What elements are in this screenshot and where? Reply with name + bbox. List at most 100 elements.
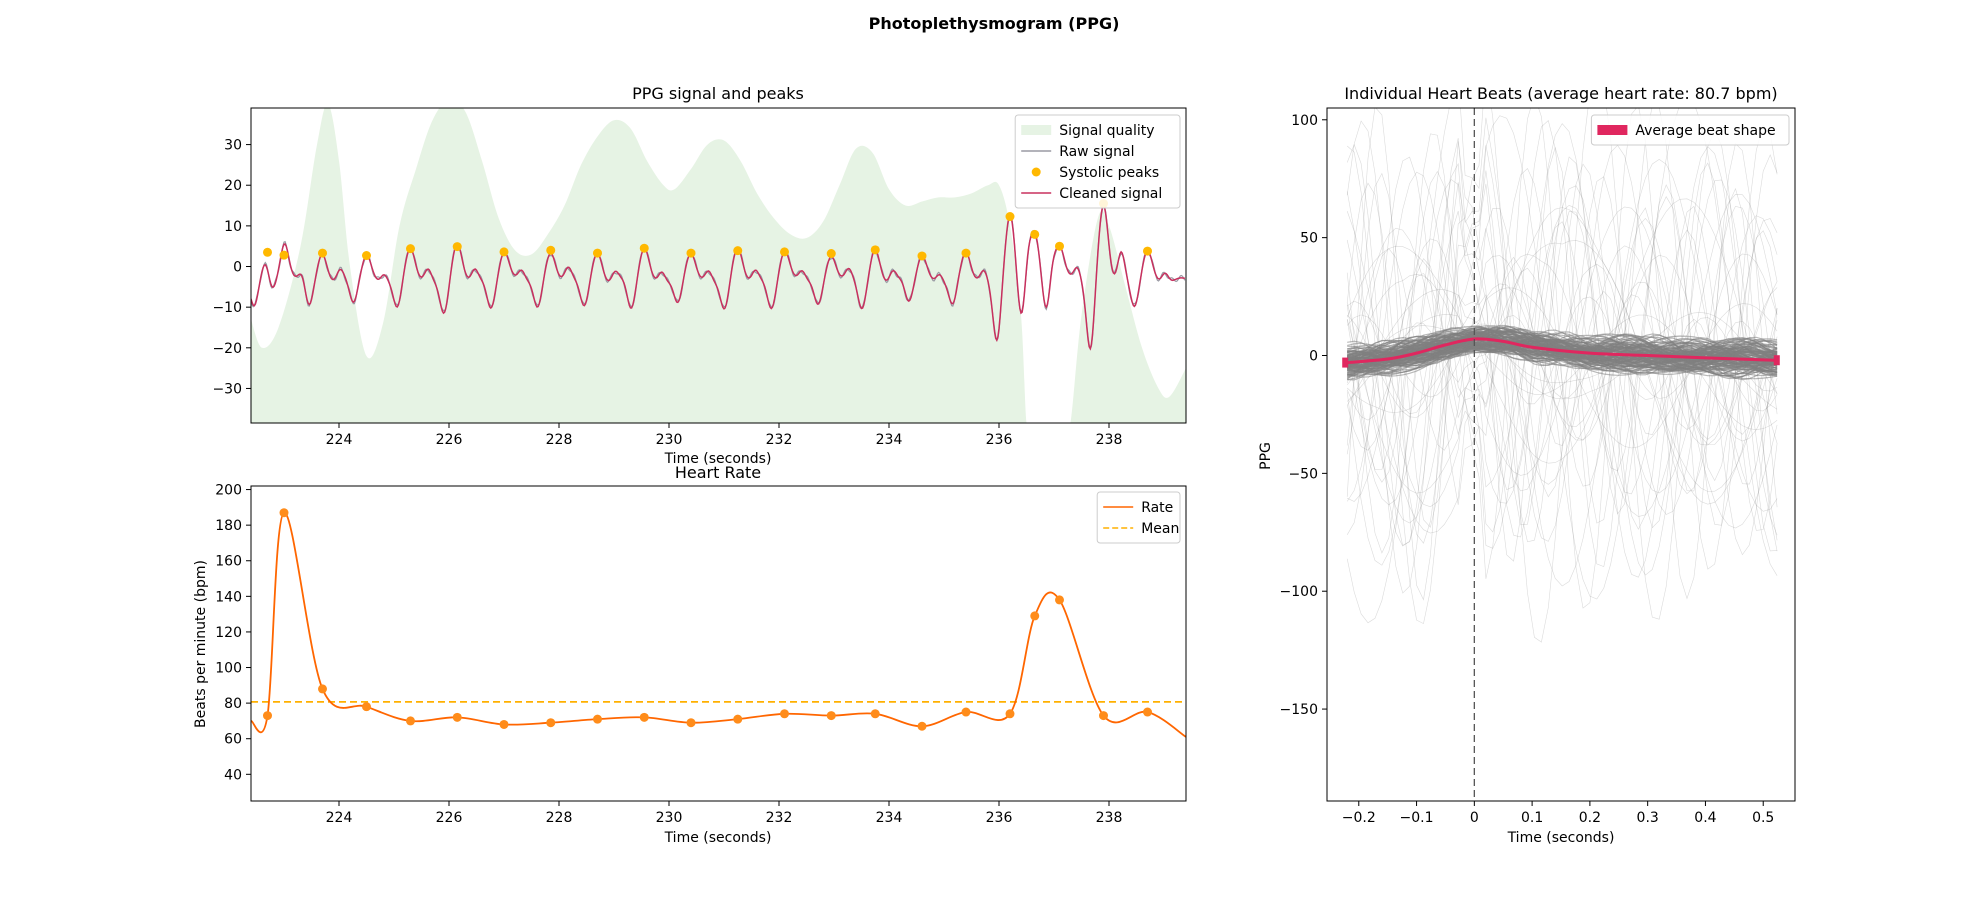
systolic-peak-point — [279, 250, 289, 260]
beats-x-tick-label: 0.2 — [1579, 810, 1601, 826]
legend-swatch-average-beat — [1597, 125, 1628, 135]
systolic-peak-point — [499, 247, 509, 257]
legend-box — [1590, 114, 1790, 146]
rate-x-tick-label: 236 — [986, 810, 1013, 826]
rate-y-tick-label: 80 — [224, 696, 242, 712]
legend-label-signal-quality: Signal quality — [1059, 123, 1154, 139]
individual-beat-line — [1346, 163, 1778, 544]
signal-axes: PPG signal and peaks 224 226 228 230 232 234 2… — [212, 84, 1187, 467]
rate-y-tick-label: 40 — [224, 767, 242, 783]
signal-x-tick-label: 236 — [986, 432, 1013, 448]
individual-beat-line — [1346, 267, 1778, 451]
signal-y-tick-label: −10 — [212, 300, 242, 316]
heart-rate-point — [1005, 709, 1015, 719]
beats-y-tick-label: 100 — [1291, 113, 1318, 129]
individual-beat-line — [1347, 336, 1778, 369]
signal-y-tick-label: −30 — [212, 381, 242, 397]
signal-x-tick-label: 230 — [656, 432, 683, 448]
individual-beat-line — [1346, 108, 1778, 643]
systolic-peak-point — [733, 246, 743, 256]
individual-beat-line — [1346, 123, 1778, 578]
rate-x-tick-label: 234 — [876, 810, 903, 826]
legend-box — [1096, 491, 1181, 544]
rate-y-tick-label: 200 — [215, 483, 242, 499]
legend-label-rate: Rate — [1141, 500, 1173, 516]
systolic-peak-point — [452, 242, 462, 252]
legend-box — [1014, 114, 1181, 209]
cleaned-signal-line — [251, 203, 1186, 351]
signal-y-tick-label: −20 — [212, 341, 242, 357]
signal-x-tick-label: 224 — [326, 432, 353, 448]
systolic-peak-point — [406, 244, 415, 254]
systolic-peak-point — [1005, 212, 1015, 222]
heart-rate-point — [870, 709, 880, 719]
legend-label-mean: Mean — [1141, 521, 1179, 537]
heart-rate-point — [639, 712, 649, 722]
heart-rate-point — [318, 684, 327, 694]
signal-x-axis-label: Time (seconds) — [664, 451, 772, 467]
signal-y-tick-label: 10 — [224, 219, 242, 235]
rate-axes-frame — [250, 485, 1187, 802]
heart-rate-line — [251, 511, 1186, 738]
heart-rate-point — [452, 712, 462, 722]
average-beat-end-cap — [1773, 355, 1780, 366]
beats-x-tick-label: −0.2 — [1342, 810, 1376, 826]
beats-axes-title: Individual Heart Beats (average heart ra… — [1344, 84, 1777, 103]
signal-x-tick-label: 234 — [876, 432, 903, 448]
rate-x-axis-label: Time (seconds) — [664, 830, 772, 846]
beats-y-tick-label: 0 — [1309, 349, 1318, 365]
rate-legend: Rate Mean — [1096, 491, 1181, 544]
signal-y-tick-label: 20 — [224, 178, 242, 194]
individual-beat-line — [1347, 335, 1778, 367]
beats-x-axis-label: Time (seconds) — [1507, 830, 1615, 846]
systolic-peak-point — [593, 248, 602, 258]
heart-rate-point — [826, 711, 836, 721]
signal-x-tick-label: 228 — [546, 432, 573, 448]
systolic-peak-point — [686, 248, 696, 258]
beats-y-tick-label: −50 — [1288, 466, 1318, 482]
heart-rate-point — [917, 721, 927, 731]
beats-y-tick-label: −150 — [1280, 702, 1318, 718]
individual-beat-line — [1346, 193, 1778, 517]
heart-rate-point — [1055, 595, 1064, 605]
individual-beat-line — [1347, 179, 1778, 576]
rate-y-tick-label: 100 — [215, 661, 242, 677]
rate-x-tick-label: 228 — [546, 810, 573, 826]
signal-quality-area — [251, 108, 1186, 423]
individual-beat-line — [1347, 138, 1778, 594]
legend-swatch-signal-quality — [1021, 125, 1052, 135]
heart-rate-point — [546, 718, 556, 728]
rate-y-tick-label: 60 — [224, 732, 242, 748]
individual-beat-line — [1346, 314, 1778, 431]
heart-rate-point — [1030, 611, 1040, 621]
legend-label-cleaned-signal: Cleaned signal — [1059, 186, 1162, 202]
beats-y-tick-label: 50 — [1300, 231, 1318, 247]
heart-rate-point — [499, 719, 509, 729]
rate-x-tick-label: 238 — [1096, 810, 1123, 826]
beats-x-tick-label: 0.4 — [1694, 810, 1716, 826]
beats-x-tick-label: 0 — [1470, 810, 1479, 826]
systolic-peak-point — [362, 251, 371, 261]
systolic-peak-point — [1030, 229, 1040, 239]
heart-rate-point — [593, 714, 602, 724]
heart-rate-point — [733, 714, 743, 724]
systolic-peak-point — [318, 248, 327, 258]
beats-y-axis-label: PPG — [1258, 442, 1274, 470]
individual-beat-line — [1346, 281, 1778, 445]
individual-beat-line — [1346, 240, 1778, 494]
individual-beat-line — [1346, 204, 1778, 494]
beats-x-tick-label: 0.3 — [1637, 810, 1659, 826]
signal-x-tick-label: 232 — [766, 432, 793, 448]
rate-x-tick-label: 232 — [766, 810, 793, 826]
rate-x-tick-label: 230 — [656, 810, 683, 826]
individual-beat-line — [1346, 256, 1778, 470]
rate-y-tick-label: 180 — [215, 518, 242, 534]
legend-swatch-systolic-peaks — [1031, 167, 1041, 177]
individual-beat-line — [1346, 211, 1778, 506]
legend-label-average-beat: Average beat shape — [1635, 123, 1775, 139]
figure-title: Photoplethysmogram (PPG) — [869, 14, 1120, 33]
systolic-peak-point — [917, 251, 927, 261]
heart-rate-point — [406, 716, 415, 726]
beats-y-tick-label: −100 — [1280, 584, 1318, 600]
average-beat-line — [1347, 337, 1775, 365]
